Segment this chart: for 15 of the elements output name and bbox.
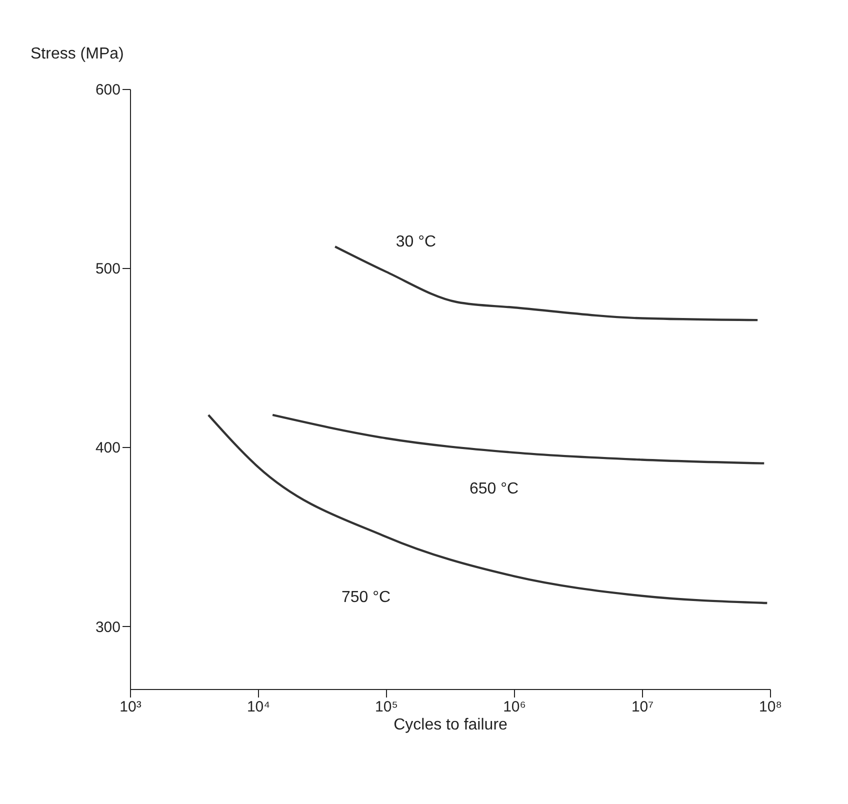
- x-tick-label: 10⁶: [503, 698, 526, 716]
- x-tick-label: 10⁵: [375, 698, 398, 716]
- x-tick-label: 10³: [120, 698, 142, 716]
- y-axis-title: Stress (MPa): [30, 46, 124, 62]
- text: 750 °C: [341, 588, 391, 606]
- series-label: 30 °C: [396, 234, 436, 251]
- x-tick-label: 10⁷: [631, 698, 654, 716]
- y-tick-label: 500: [95, 260, 120, 278]
- x-tick-label: 10⁸: [758, 698, 782, 716]
- y-tick-label: 400: [95, 440, 120, 457]
- series-label: 650 °C: [469, 480, 519, 498]
- y-tick-label: 600: [95, 82, 120, 98]
- x-tick-label: 10⁴: [246, 698, 270, 716]
- y-tick-label: 300: [95, 618, 120, 636]
- x-axis-title: Cycles to failure: [394, 716, 508, 734]
